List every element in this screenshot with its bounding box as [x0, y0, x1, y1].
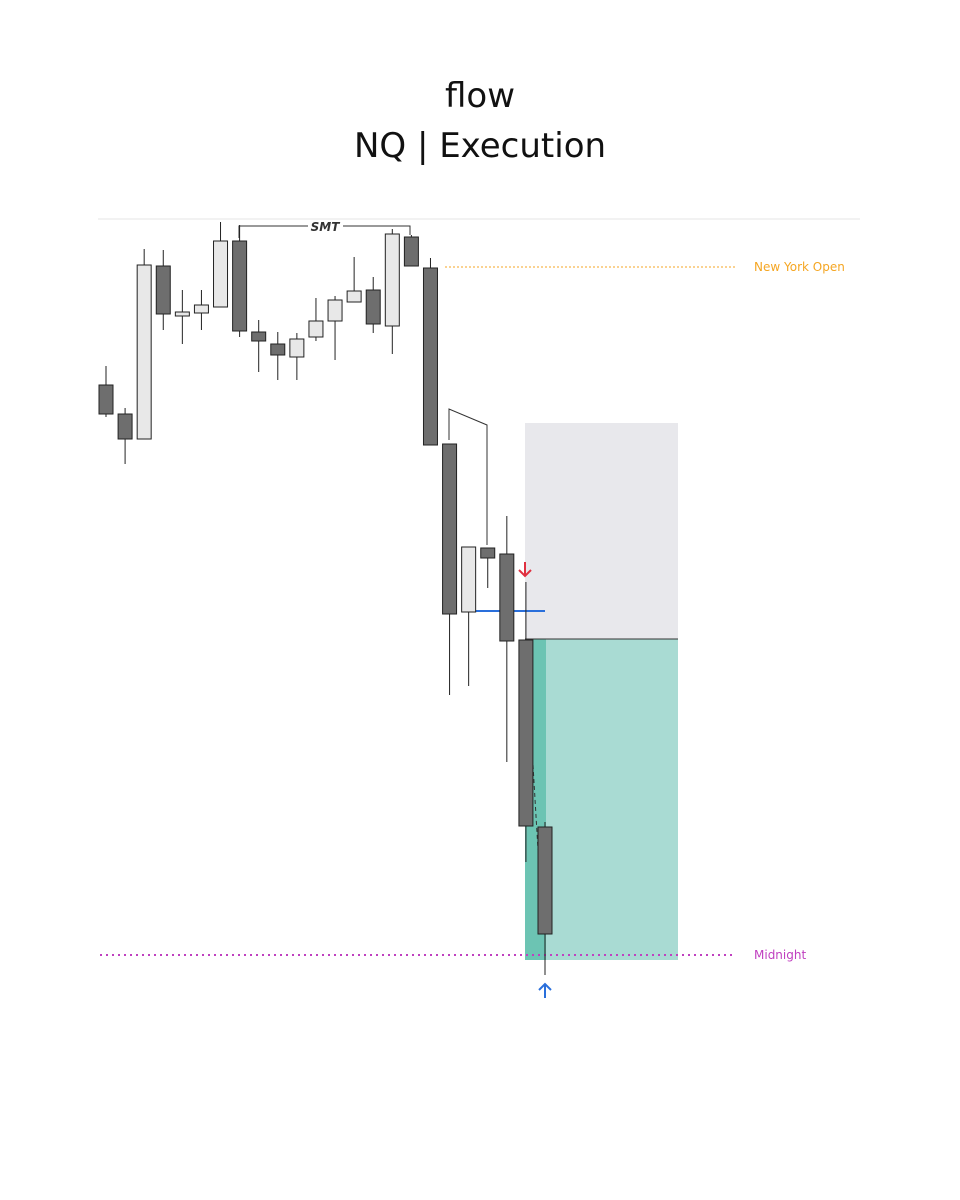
midnight-label: Midnight	[754, 948, 806, 962]
candle-body	[442, 443, 458, 615]
candle-body	[537, 826, 553, 935]
chart-title: flow	[445, 76, 515, 116]
candle-body	[251, 331, 267, 342]
ny-open-label: New York Open	[754, 260, 845, 274]
sell-arrow	[518, 562, 532, 578]
candle-body	[289, 338, 305, 358]
candle-body	[308, 320, 324, 338]
candle-body	[327, 299, 343, 322]
candle-body	[98, 384, 114, 415]
candle-body	[346, 290, 362, 303]
chart-subtitle: NQ | Execution	[354, 126, 606, 166]
candle-body	[155, 265, 171, 315]
candle-body	[270, 343, 286, 356]
stop-zone	[525, 423, 678, 639]
candle-body	[193, 304, 209, 314]
smt-label: SMT	[311, 220, 341, 234]
candle-body	[518, 639, 534, 827]
smt-bracket	[448, 408, 488, 545]
candle-body	[117, 413, 133, 440]
smt-bracket	[343, 225, 411, 235]
candle-body	[422, 267, 438, 446]
candle-body	[461, 546, 477, 613]
candle-body	[365, 289, 381, 325]
candle-body	[384, 233, 400, 327]
candle-body	[136, 264, 152, 440]
candle-body	[232, 240, 248, 332]
candle-body	[174, 311, 190, 317]
candle-body	[499, 553, 515, 642]
candle-body	[403, 236, 419, 267]
buy-arrow	[538, 982, 552, 998]
candle-body	[213, 240, 229, 308]
candle-body	[480, 547, 496, 559]
smt-bracket	[238, 225, 308, 238]
